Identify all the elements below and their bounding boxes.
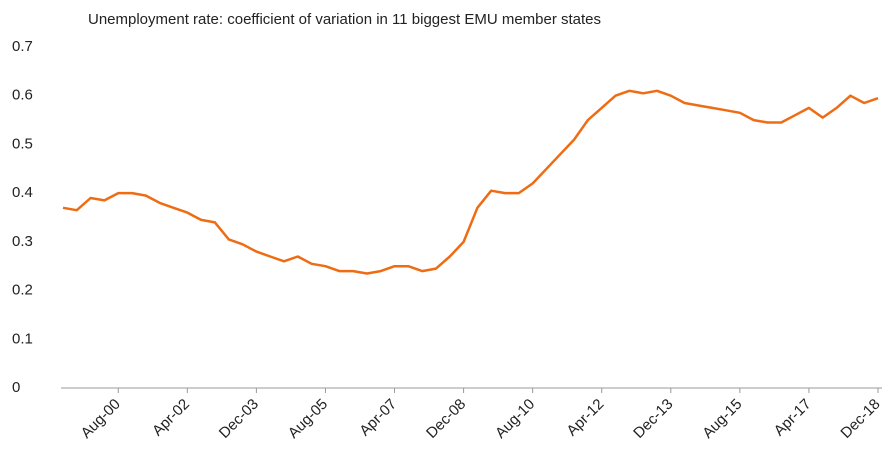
x-tick-label: Dec-13	[630, 396, 676, 442]
y-tick-label: 0.3	[12, 233, 33, 250]
x-tick-label: Aug-05	[285, 396, 331, 442]
y-tick-label: 0.1	[12, 330, 33, 347]
y-tick-label: 0.4	[12, 184, 33, 201]
x-tick-label: Dec-08	[423, 396, 469, 442]
y-tick-label: 0	[12, 379, 20, 396]
chart-title: Unemployment rate: coefficient of variat…	[88, 11, 601, 28]
y-tick-label: 0.6	[12, 87, 33, 104]
x-tick-label: Aug-00	[78, 396, 124, 442]
x-tick-label: Dec-18	[837, 396, 883, 442]
x-tick-label: Apr-17	[771, 396, 815, 440]
x-tick-label: Apr-12	[564, 396, 608, 440]
x-tick-label: Apr-07	[356, 396, 400, 440]
x-tick-label: Aug-10	[492, 396, 538, 442]
y-tick-label: 0.5	[12, 135, 33, 152]
x-tick-label: Aug-15	[699, 396, 745, 442]
x-tick-label: Dec-03	[216, 396, 262, 442]
x-tick-label: Apr-02	[149, 396, 193, 440]
y-tick-label: 0.7	[12, 38, 33, 55]
line-series	[62, 89, 879, 275]
y-tick-label: 0.2	[12, 282, 33, 299]
